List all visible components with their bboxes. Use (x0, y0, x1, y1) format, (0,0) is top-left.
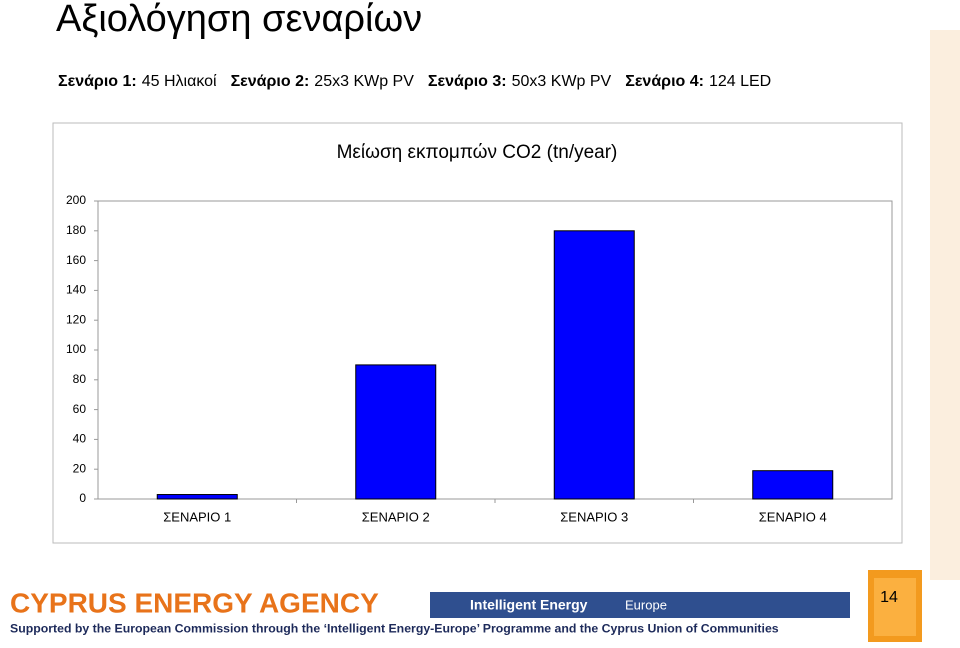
y-tick-label: 20 (73, 461, 87, 475)
y-tick-label: 100 (66, 342, 86, 356)
scenario-text: Σενάριο 1: 45 Ηλιακοί Σενάριο 2: 25x3 KWp P… (58, 73, 771, 90)
bar (752, 470, 834, 500)
page-badge-inner (874, 578, 916, 636)
y-tick-label: 140 (66, 283, 86, 297)
x-tick-label: ΣΕΝΑΡΙΟ 4 (759, 509, 827, 524)
chart-title: Μείωση εκπομπών CO2 (tn/year) (337, 142, 618, 163)
y-tick-label: 0 (79, 491, 86, 505)
scenario-label: Σενάριο 4: (625, 73, 704, 90)
y-tick-label: 60 (73, 402, 87, 416)
agency-name: CYPRUS ENERGY AGENCY (10, 587, 379, 618)
scenario-label: Σενάριο 1: (58, 73, 137, 90)
scenario-line: Σενάριο 1: 45 Ηλιακοί Σενάριο 2: 25x3 KWp P… (58, 73, 771, 90)
x-tick-label: ΣΕΝΑΡΙΟ 2 (362, 509, 430, 524)
x-tick-label: ΣΕΝΑΡΙΟ 1 (163, 509, 231, 524)
x-tick-label: ΣΕΝΑΡΙΟ 3 (560, 509, 628, 524)
y-tick-label: 200 (66, 193, 86, 207)
scenario-value: 124 LED (709, 73, 771, 90)
y-tick-label: 120 (66, 312, 86, 326)
scenario-value: 50x3 KWp PV (512, 73, 612, 90)
bar (156, 494, 238, 500)
programme-banner (430, 592, 850, 618)
page-number: 14 (880, 589, 898, 606)
europe-label: Europe (625, 597, 667, 612)
scenario-label: Σενάριο 3: (428, 73, 507, 90)
support-text: Supported by the European Commission thr… (10, 621, 779, 635)
y-tick-label: 80 (73, 372, 87, 386)
bar (553, 230, 635, 500)
scenario-value: 25x3 KWp PV (314, 73, 414, 90)
scenario-value: 45 Ηλιακοί (142, 73, 217, 90)
scenario-label: Σενάριο 2: (231, 73, 310, 90)
y-tick-label: 180 (66, 223, 86, 237)
bar (355, 364, 437, 500)
decoration (930, 30, 960, 590)
slide-title: Αξιολόγηση σεναρίων (56, 0, 422, 40)
y-tick-label: 160 (66, 253, 86, 267)
programme-name: Intelligent Energy (470, 597, 588, 613)
y-tick-label: 40 (73, 432, 87, 446)
